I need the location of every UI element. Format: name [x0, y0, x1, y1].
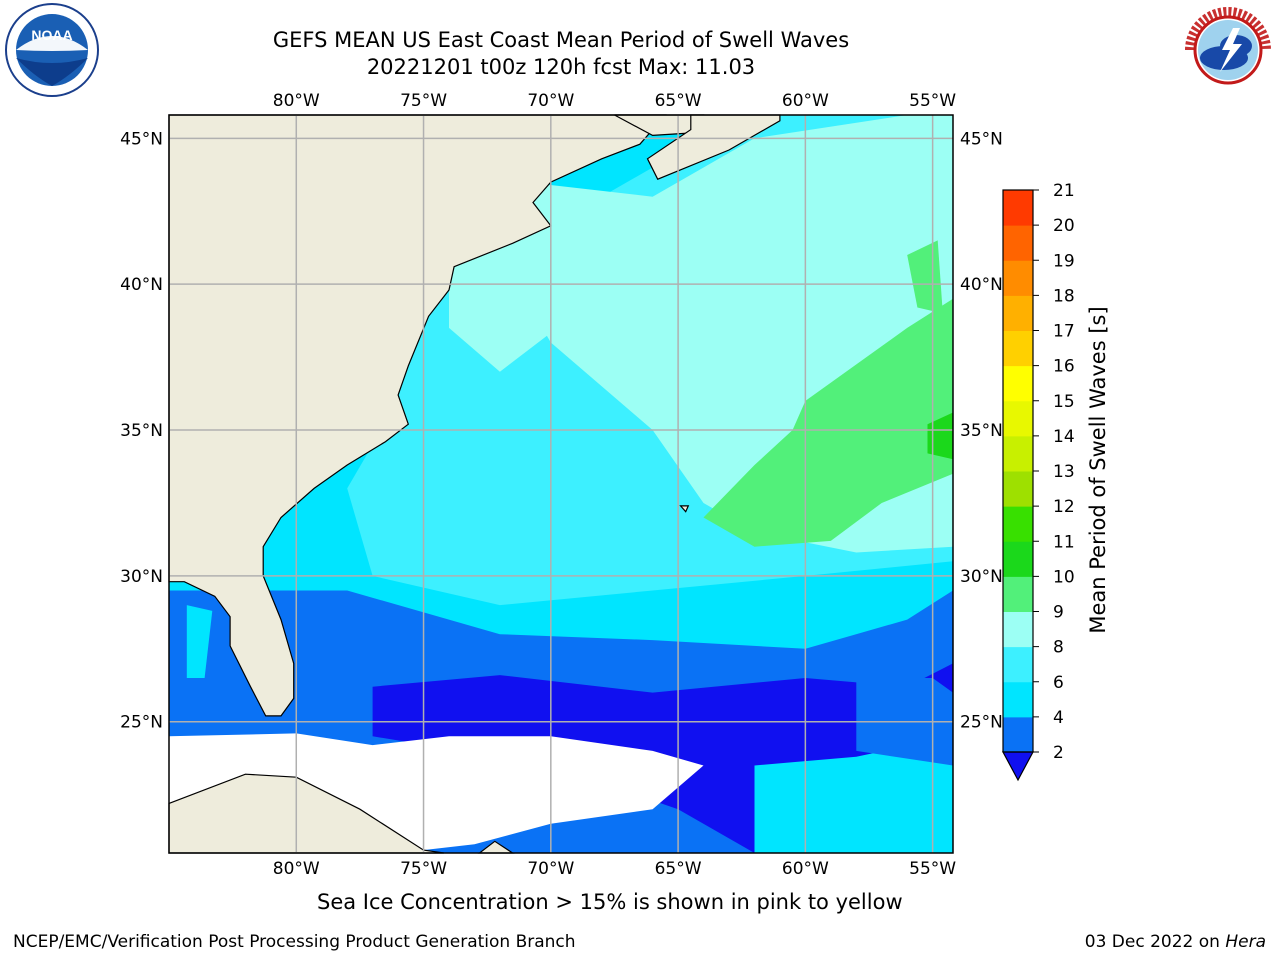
colorbar-segment-6	[1003, 506, 1033, 542]
lat-label-right-2: 35°N	[960, 421, 1003, 441]
colorbar-tick-label-15: 20	[1053, 216, 1075, 236]
colorbar-tick-label-5: 10	[1053, 567, 1075, 587]
lat-label-left-0: 45°N	[120, 129, 163, 149]
colorbar-segment-3	[1003, 611, 1033, 648]
map-title: GEFS MEAN US East Coast Mean Period of S…	[272, 28, 850, 52]
colorbar-tick-label-8: 13	[1053, 462, 1075, 482]
swell-band-4-6-southeast	[754, 736, 953, 853]
colorbar-tick-label-9: 14	[1053, 427, 1075, 447]
colorbar-title: Mean Period of Swell Waves [s]	[1086, 306, 1110, 634]
swell-band-9-10-north	[907, 240, 943, 314]
colorbar-segment-4	[1003, 576, 1033, 612]
colorbar-segment-2	[1003, 646, 1033, 683]
colorbar-segment-9	[1003, 400, 1033, 437]
colorbar-segment-1	[1003, 681, 1033, 718]
colorbar-tick-label-3: 8	[1053, 638, 1064, 658]
footer-machine: Hera	[1225, 932, 1266, 952]
svg-text:NOAA: NOAA	[31, 27, 72, 43]
colorbar-segment-12	[1003, 295, 1033, 331]
colorbar-segment-15	[1003, 190, 1033, 226]
footer-date-text: 03 Dec 2022 on	[1084, 932, 1226, 952]
colorbar-tick-label-11: 16	[1053, 357, 1075, 377]
colorbar-segment-13	[1003, 260, 1033, 296]
lon-label-top-0: 80°W	[273, 91, 320, 111]
colorbar-tick-label-1: 4	[1053, 708, 1064, 728]
swell-band-10-11	[927, 412, 953, 460]
nova-scotia-land	[646, 114, 781, 180]
colorbar-segment-7	[1003, 471, 1033, 507]
colorbar-tick-label-4: 9	[1053, 603, 1064, 623]
bermuda-land	[679, 505, 690, 513]
colorbar-under-arrow	[1001, 751, 1035, 782]
colorbar-tick-label-12: 17	[1053, 322, 1075, 342]
noaa-logo: NOAA	[2, 2, 102, 102]
colorbar-segment-5	[1003, 541, 1033, 577]
colorbar-segment-11	[1003, 330, 1033, 367]
lat-label-right-4: 25°N	[960, 713, 1003, 733]
lon-label-bottom-5: 55°W	[909, 859, 956, 879]
lon-label-bottom-3: 65°W	[655, 859, 702, 879]
lat-label-right-3: 30°N	[960, 567, 1003, 587]
lon-label-bottom-2: 70°W	[527, 859, 574, 879]
colorbar-segment-0	[1003, 716, 1033, 753]
colorbar-tick-label-7: 12	[1053, 497, 1075, 517]
lon-label-top-2: 70°W	[527, 91, 574, 111]
lon-label-top-4: 60°W	[782, 91, 829, 111]
lat-label-right-1: 40°N	[960, 275, 1003, 295]
lon-label-top-3: 65°W	[655, 91, 702, 111]
lon-label-bottom-1: 75°W	[400, 859, 447, 879]
lat-label-left-1: 40°N	[120, 275, 163, 295]
colorbar-tick-label-0: 2	[1053, 743, 1064, 763]
lat-label-left-4: 25°N	[120, 713, 163, 733]
colorbar-segment-8	[1003, 435, 1033, 472]
colorbar-tick-label-6: 11	[1053, 532, 1075, 552]
lat-label-left-3: 30°N	[120, 567, 163, 587]
lon-label-bottom-0: 80°W	[273, 859, 320, 879]
colorbar-segment-10	[1003, 365, 1033, 402]
swell-band-9-10	[703, 298, 953, 547]
colorbar-tick-label-10: 15	[1053, 392, 1075, 412]
sea-ice-note: Sea Ice Concentration > 15% is shown in …	[317, 890, 903, 914]
us-east-coast-land	[168, 114, 667, 717]
footer-credit: NCEP/EMC/Verification Post Processing Pr…	[13, 932, 576, 952]
colorbar-tick-label-2: 6	[1053, 673, 1064, 693]
lon-label-top-1: 75°W	[400, 91, 447, 111]
footer-date: 03 Dec 2022 on Hera	[1085, 932, 1266, 952]
lon-label-top-5: 55°W	[909, 91, 956, 111]
map-frame	[168, 114, 954, 854]
map-subtitle: 20221201 t00z 120h fcst Max: 11.03	[366, 55, 756, 79]
colorbar-tick-label-14: 19	[1053, 251, 1075, 271]
lat-label-right-0: 45°N	[960, 129, 1003, 149]
colorbar-tick-label-16: 21	[1053, 181, 1075, 201]
colorbar-segment-14	[1003, 225, 1033, 261]
gulf-inner-band	[186, 605, 213, 678]
lon-label-bottom-4: 60°W	[782, 859, 829, 879]
nws-logo	[1178, 2, 1278, 102]
colorbar-tick-label-13: 18	[1053, 286, 1075, 306]
lat-label-left-2: 35°N	[120, 421, 163, 441]
